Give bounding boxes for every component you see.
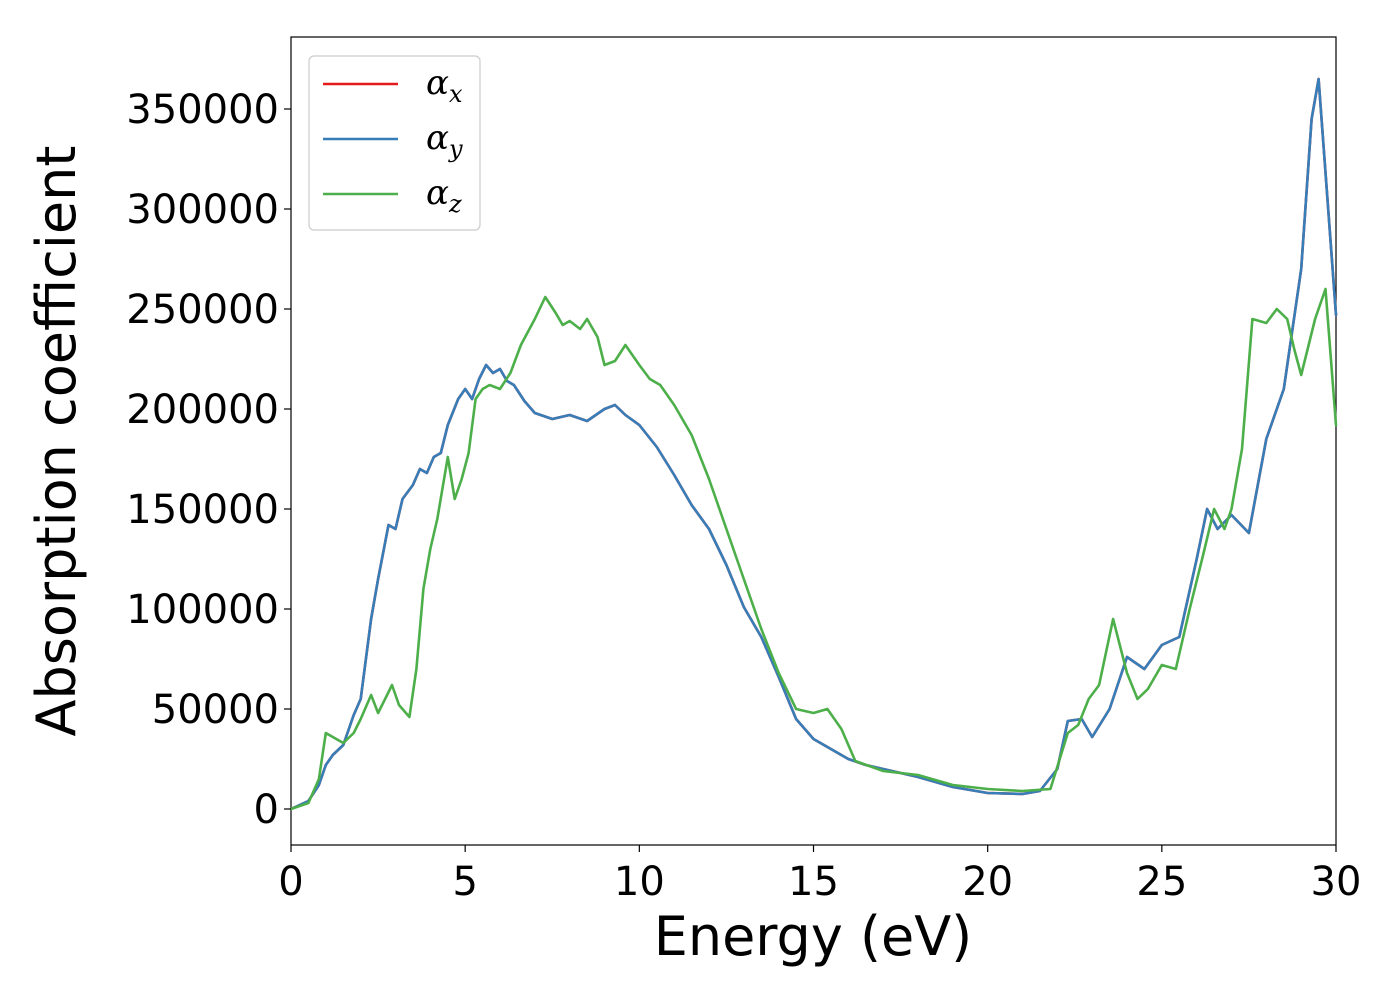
series-layer [289,77,1338,811]
y-axis-ticks: 0 50000 100000 150000 200000 250000 300000 3500… [126,87,291,833]
y-tick-label: 50000 [152,687,279,733]
series-line-y [289,77,1338,811]
legend-box [308,55,481,231]
x-tick-label: 0 [278,859,303,905]
y-tick-label: 150000 [126,487,279,533]
x-tick-label: 30 [1311,859,1362,905]
y-axis-title: Absorption coefficient [25,146,88,737]
x-tick-label: 20 [962,859,1013,905]
y-tick-label: 350000 [126,87,279,133]
y-tick-label: 200000 [126,387,279,433]
x-tick-label: 15 [788,859,839,905]
x-axis-title: Energy (eV) [654,905,973,968]
y-tick-label: 100000 [126,587,279,633]
legend-label-z: αz [426,173,462,218]
y-tick-label: 0 [254,787,279,833]
series-line-z [289,287,1338,811]
legend-label-x: αx [426,63,463,108]
legend-label-y: αy [426,118,463,163]
y-tick-label: 250000 [126,287,279,333]
x-tick-label: 5 [452,859,477,905]
legend: αx αy αz [308,55,481,231]
x-tick-label: 10 [614,859,665,905]
x-tick-label: 25 [1136,859,1187,905]
x-axis-ticks: 0 5 10 15 20 25 30 [278,845,1361,905]
y-tick-label: 300000 [126,187,279,233]
